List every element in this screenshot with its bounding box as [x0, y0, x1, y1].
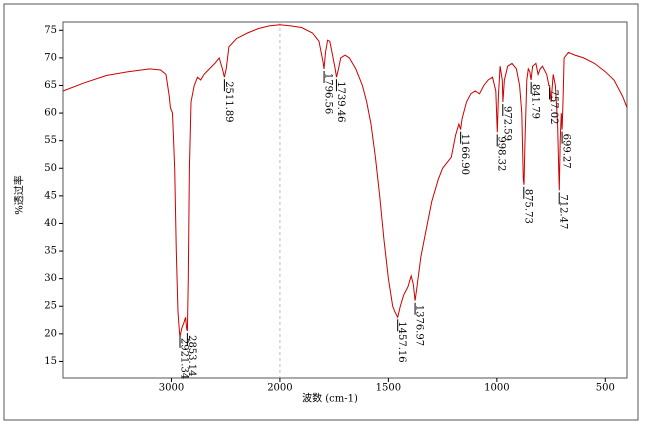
spectrum-line — [62, 24, 628, 337]
y-tick-label: 25 — [44, 301, 57, 312]
peak-label: 841.79 — [530, 84, 541, 119]
y-tick-label: 20 — [44, 328, 57, 339]
y-tick-label: 70 — [44, 52, 57, 63]
x-tick-label: 1000 — [484, 383, 509, 394]
peak-label: 1796.56 — [323, 73, 334, 114]
peak-label: 1376.97 — [414, 305, 425, 346]
y-tick-label: 75 — [44, 25, 57, 36]
x-tick-label: 1500 — [376, 383, 401, 394]
peak-label: 1457.16 — [396, 321, 407, 362]
y-tick-label: 30 — [44, 273, 57, 284]
x-tick-label: 3000 — [159, 383, 184, 394]
peak-label: 1739.46 — [335, 81, 346, 122]
y-tick-label: 45 — [44, 190, 57, 201]
peak-label: 972.59 — [501, 106, 512, 141]
y-tick-label: 15 — [44, 356, 57, 367]
y-axis-label: %透过率 — [13, 175, 26, 215]
y-tick-label: 50 — [44, 163, 57, 174]
peak-label: 2511.89 — [223, 81, 234, 122]
plot-frame — [62, 21, 628, 379]
y-tick-label: 40 — [44, 218, 57, 229]
peak-label: 712.47 — [558, 194, 569, 229]
x-tick-label: 500 — [596, 383, 615, 394]
y-tick-label: 55 — [44, 135, 57, 146]
y-tick-label: 35 — [44, 246, 57, 257]
peak-label: 998.32 — [496, 136, 507, 171]
peak-label: 699.27 — [561, 134, 572, 169]
x-tick-label: 2000 — [267, 383, 292, 394]
peak-label: 1166.90 — [459, 134, 470, 175]
x-axis-label: 波数 (cm-1) — [302, 392, 358, 405]
peak-label: 875.73 — [522, 189, 533, 224]
peak-label: 2921.34 — [178, 338, 189, 379]
y-tick-label: 65 — [44, 80, 57, 91]
peak-label: 757.02 — [548, 89, 559, 124]
outer-frame — [3, 3, 639, 421]
y-tick-label: 60 — [44, 108, 57, 119]
peak-label: 2853.14 — [186, 335, 197, 376]
